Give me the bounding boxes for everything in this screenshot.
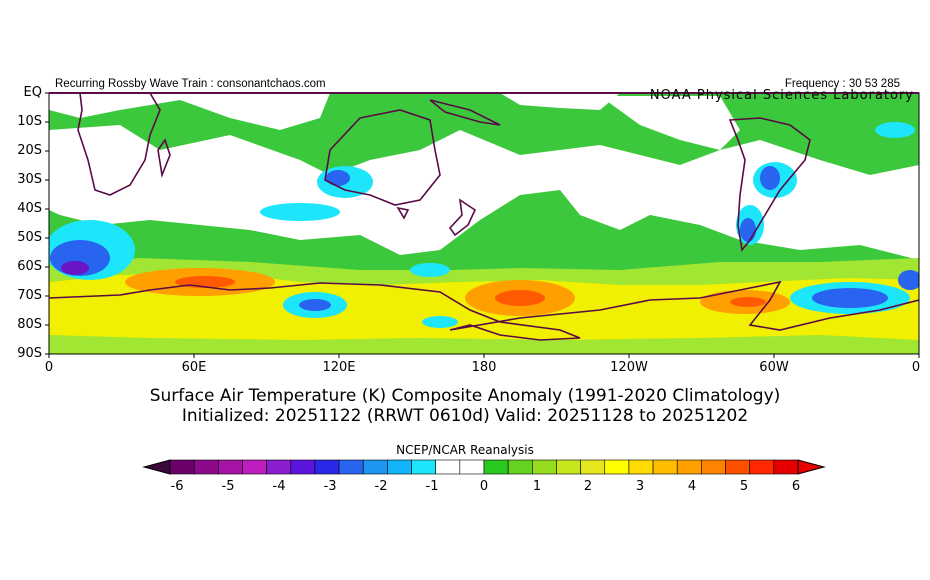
madagascar-outline <box>157 138 171 178</box>
colorbar-swatch <box>725 459 750 475</box>
blue-patch <box>812 288 888 308</box>
colorbar-swatch <box>676 459 702 475</box>
cyan-patch <box>898 270 919 290</box>
australia-outline <box>324 109 441 206</box>
cyan-patch <box>410 263 450 277</box>
colorbar-label: 5 <box>739 479 749 494</box>
lat-label: 50S <box>17 230 42 245</box>
lon-label: 60E <box>181 360 207 375</box>
lat-label: 40S <box>17 201 42 216</box>
colorbar-label: 3 <box>635 479 645 494</box>
white-region-3 <box>500 93 620 110</box>
newzealand-outline <box>448 198 477 237</box>
cyan-patch <box>875 122 915 138</box>
colorbar-swatch <box>483 459 509 475</box>
colorbar-swatch <box>604 459 630 475</box>
colorbar-swatch <box>169 459 195 475</box>
header-left-text: Recurring Rossby Wave Train : consonantc… <box>55 78 326 90</box>
colorbar-label: -5 <box>221 479 235 494</box>
colorbar-label: 2 <box>583 479 593 494</box>
lat-label: 80S <box>17 317 42 332</box>
cyan-patch <box>260 203 340 221</box>
lat-label: 10S <box>17 114 42 129</box>
colorbar-label: -4 <box>272 479 286 494</box>
colorbar-swatch <box>556 459 581 475</box>
lab-label: NOAA Physical Sciences Laboratory <box>649 88 914 103</box>
lon-label: 180 <box>471 360 497 375</box>
lon-ticks <box>48 354 920 358</box>
colorbar-arrow-right <box>797 459 826 475</box>
colorbar-swatch <box>507 459 533 475</box>
colorbar-swatch <box>387 459 412 475</box>
newguinea-outline <box>429 99 501 126</box>
lon-label: 120W <box>610 360 648 375</box>
lon-label: 120E <box>322 360 356 375</box>
colorbar-label: 1 <box>532 479 542 494</box>
colorbar-swatch <box>652 459 678 475</box>
colorbar-swatch <box>290 459 316 475</box>
lat-label: 90S <box>17 346 42 361</box>
lat-label: 60S <box>17 259 42 274</box>
lat-label: 30S <box>17 172 42 187</box>
title-line-1: Surface Air Temperature (K) Composite An… <box>149 386 781 406</box>
red-patch <box>495 290 545 306</box>
source-label: NCEP/NCAR Reanalysis <box>396 443 534 457</box>
colorbar-swatch <box>459 459 485 475</box>
colorbar-swatch <box>314 459 340 475</box>
red-patch <box>730 297 766 307</box>
white-region-4 <box>600 96 740 150</box>
colorbar-swatch <box>773 459 799 475</box>
lon-label: 0 <box>911 360 921 375</box>
colorbar-swatch <box>338 459 364 475</box>
africa-outline <box>77 93 161 196</box>
colorbar-swatch <box>411 459 436 475</box>
colorbar-label: 4 <box>687 479 697 494</box>
colorbar-swatch <box>580 459 606 475</box>
colorbar-label: -2 <box>374 479 388 494</box>
lat-label: 70S <box>17 288 42 303</box>
antarctica-outline <box>49 280 919 341</box>
colorbar-label: -1 <box>425 479 439 494</box>
blue-patch <box>740 218 756 242</box>
colorbar-swatch <box>532 459 557 475</box>
white-region-2 <box>49 93 330 130</box>
blue-patch <box>326 170 350 186</box>
colorbar-swatch <box>628 459 654 475</box>
colorbar-label: -6 <box>170 479 184 494</box>
colorbar-swatch <box>362 459 388 475</box>
colorbar <box>142 459 826 475</box>
colorbar-label: 0 <box>479 479 489 494</box>
white-region <box>49 125 919 260</box>
blue-patch <box>299 299 331 311</box>
lon-label: 60W <box>759 360 789 375</box>
colorbar-swatch <box>218 459 243 475</box>
colorbar-swatch <box>749 459 775 475</box>
purple-patch <box>61 261 89 275</box>
colorbar-label: 6 <box>791 479 801 494</box>
lon-label: 0 <box>44 360 54 375</box>
colorbar-arrow-left <box>142 459 171 475</box>
cyan-patch <box>422 316 458 328</box>
colorbar-swatch <box>266 459 292 475</box>
blue-patch <box>760 166 780 190</box>
colorbar-swatch <box>242 459 267 475</box>
lat-label: EQ <box>23 85 42 100</box>
coastlines <box>49 93 919 341</box>
lat-label: 20S <box>17 143 42 158</box>
southamerica-outline <box>728 117 811 252</box>
colorbar-swatch <box>435 459 461 475</box>
colorbar-label: -3 <box>323 479 337 494</box>
colorbar-swatch <box>193 459 219 475</box>
header-right-text: Frequency : 30 53 285 <box>784 78 900 90</box>
lat-ticks <box>45 92 49 355</box>
tasmania-outline <box>396 206 410 220</box>
colorbar-swatch <box>701 459 726 475</box>
title-line-2: Initialized: 20251122 (RRWT 0610d) Valid… <box>181 406 749 426</box>
